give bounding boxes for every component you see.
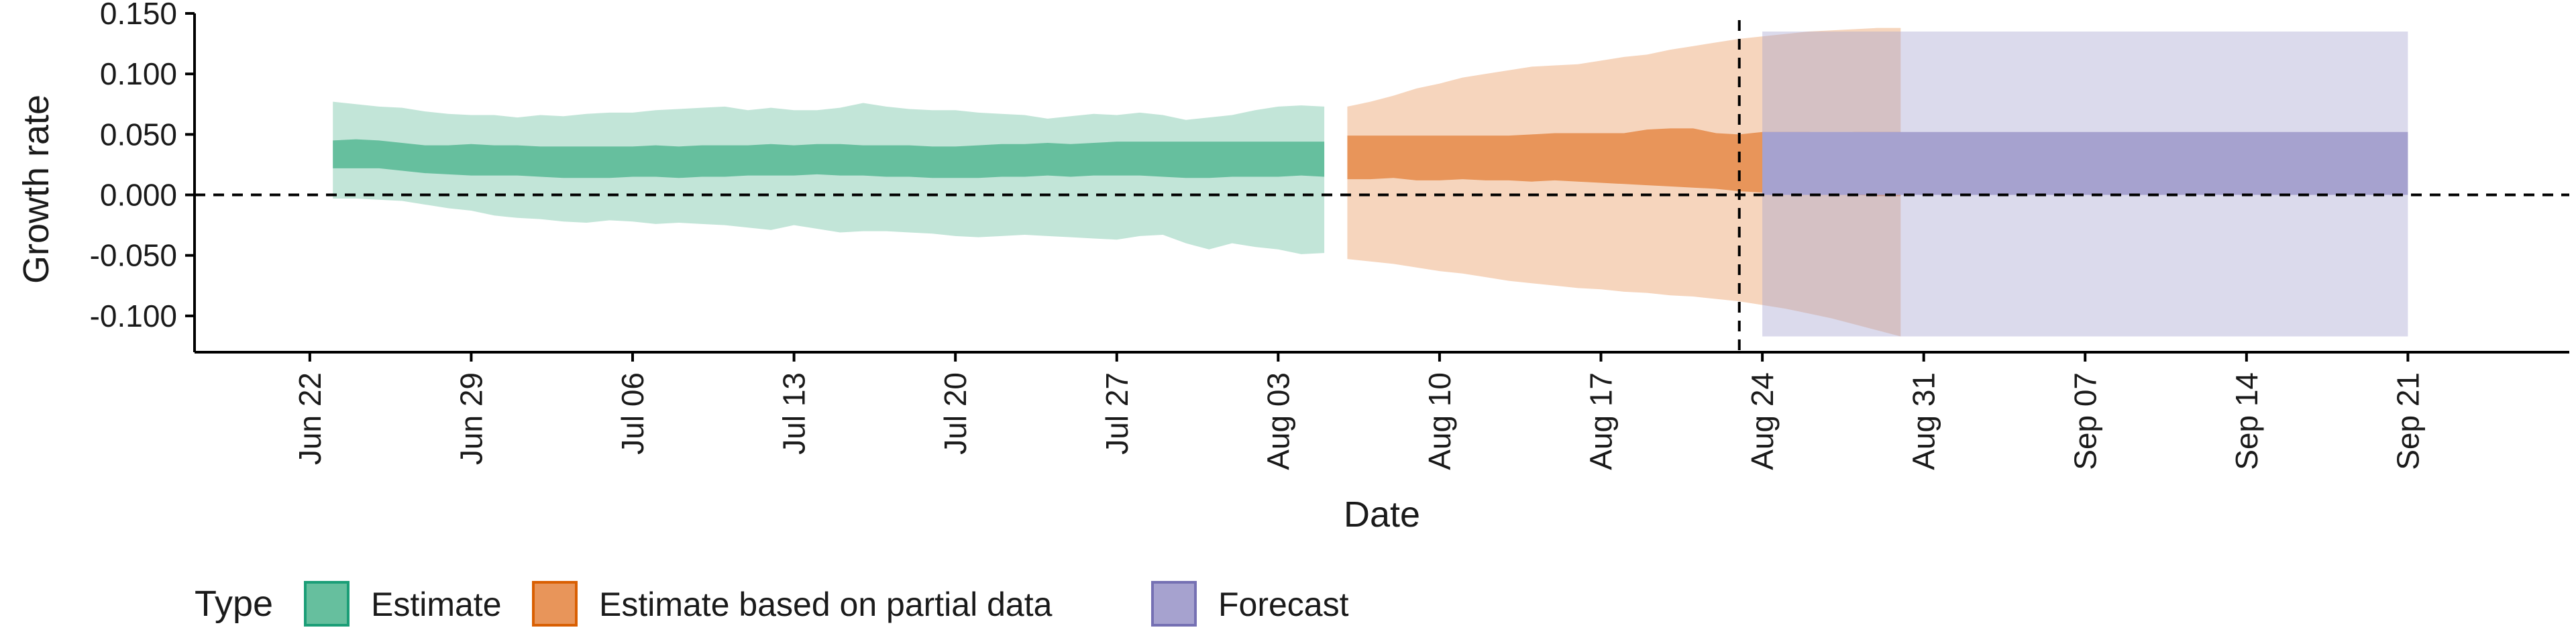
legend-label-estimate-based-on-partial-data: Estimate based on partial data	[599, 586, 1053, 623]
x-tick-label: Aug 17	[1584, 372, 1619, 470]
y-tick-label: 0.050	[100, 117, 177, 152]
chart-axes: 0.150 0.100 0.050 0.000 -0.050 -0.100 Jun 22 Ju…	[90, 0, 2569, 470]
x-tick-label: Sep 07	[2068, 372, 2102, 470]
x-tick-label: Sep 14	[2229, 372, 2264, 470]
legend-title: Type	[195, 584, 273, 624]
forecast-inner-band	[1762, 131, 2408, 195]
x-tick-label: Aug 10	[1422, 372, 1457, 470]
y-tick-label: 0.100	[100, 56, 177, 91]
x-tick-label: Aug 31	[1907, 372, 1941, 470]
legend-swatch-estimate	[304, 581, 350, 627]
chart-bands	[333, 28, 2408, 337]
estimate-inner-band	[333, 139, 1325, 178]
x-tick-label: Jun 29	[453, 372, 488, 465]
x-tick-label: Jul 27	[1099, 372, 1134, 455]
y-tick-label: 0.000	[100, 178, 177, 213]
x-tick-label: Jun 22	[292, 372, 327, 465]
x-tick-label: Jul 06	[615, 372, 650, 455]
x-tick-label: Jul 13	[777, 372, 812, 455]
y-axis-label: Growth rate	[16, 95, 56, 284]
y-tick-label: -0.100	[90, 299, 177, 333]
x-tick-label: Aug 24	[1745, 372, 1780, 470]
legend: Type Estimate Estimate based on partial d…	[195, 581, 1349, 627]
x-tick-label: Sep 21	[2390, 372, 2425, 470]
estimate-outer-band	[333, 101, 1325, 254]
legend-label-forecast: Forecast	[1218, 586, 1349, 623]
y-tick-label: 0.150	[100, 0, 177, 31]
legend-swatch-estimate-based-on-partial-data	[532, 581, 578, 627]
legend-label-estimate: Estimate	[371, 586, 502, 623]
x-tick-label: Aug 03	[1260, 372, 1295, 470]
reference-lines	[195, 20, 2569, 352]
legend-swatch-forecast	[1151, 581, 1197, 627]
y-tick-label: -0.050	[90, 238, 177, 273]
x-tick-label: Jul 20	[938, 372, 973, 455]
x-axis-label: Date	[1344, 494, 1420, 535]
